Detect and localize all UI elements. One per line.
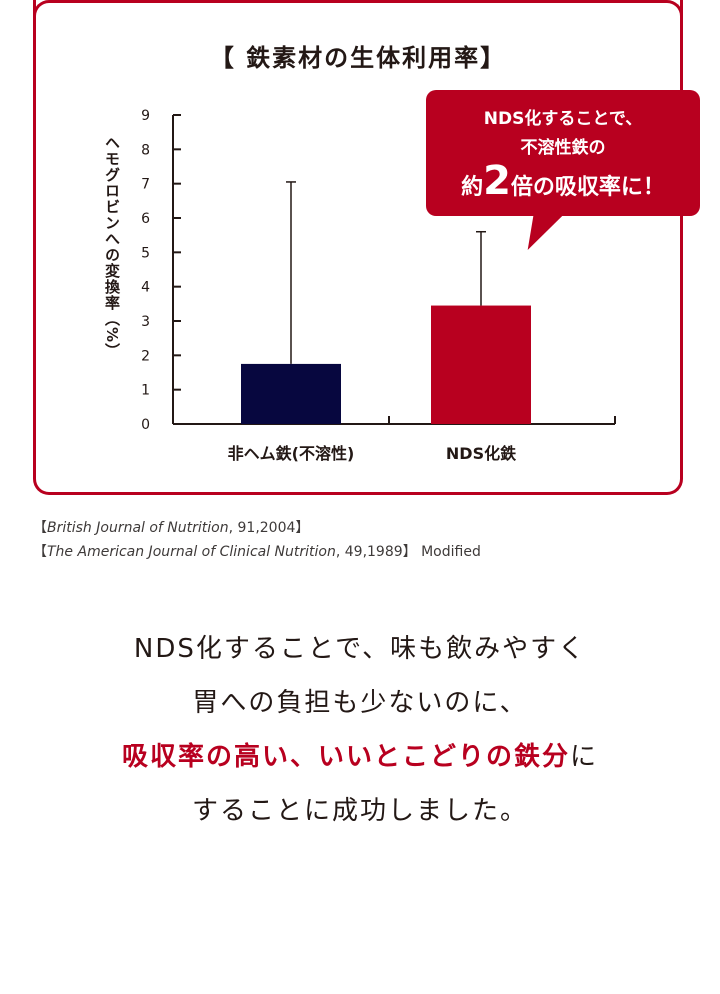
y-tick-label: 9	[141, 108, 150, 124]
y-tick-label: 8	[141, 142, 150, 158]
bar-chart: 0 1 2 3 4 5 6 7 8 9 非ヘム鉄(不溶性) NDS化鉄	[141, 108, 616, 463]
body-line3-post: に	[570, 742, 599, 772]
body-line4: することに成功しました。	[191, 796, 528, 826]
body-line2: 胃への負担も少ないのに、	[192, 688, 528, 718]
callout-big-number: 2	[483, 158, 511, 204]
body-highlight: 吸収率の高い、いいとこどりの鉄分	[121, 742, 570, 772]
callout-line1: NDS化することで、	[483, 109, 643, 129]
callout-line2: 不溶性鉄の	[520, 138, 606, 158]
y-tick-label: 5	[141, 245, 150, 261]
bar	[241, 363, 341, 424]
source-2-rest: , 49,1989】 Modified	[335, 544, 481, 560]
source-2-open: 【	[33, 544, 47, 560]
source-1: 【British Journal of Nutrition, 91,2004】	[33, 516, 481, 540]
y-tick-label: 1	[141, 383, 150, 399]
source-2-journal: The American Journal of Clinical Nutriti…	[47, 544, 336, 560]
callout-prefix: 約	[461, 175, 484, 200]
source-1-open: 【	[33, 520, 47, 536]
chart-title: 【 鉄素材の生体利用率】	[209, 44, 507, 72]
category-label: NDS化鉄	[446, 444, 516, 463]
callout-suffix: 倍の吸収率に！	[510, 175, 665, 200]
source-1-journal: British Journal of Nutrition	[47, 520, 229, 536]
bar	[431, 305, 531, 424]
y-axis-label: ヘモグロビンへの変換率（%）	[103, 135, 121, 360]
body-text: NDS化することで、味も飲みやすく 胃への負担も少ないのに、 吸収率の高い、いい…	[0, 622, 720, 838]
y-tick-label: 0	[141, 417, 150, 433]
source-1-rest: , 91,2004】	[228, 520, 310, 536]
source-2: 【The American Journal of Clinical Nutrit…	[33, 540, 481, 564]
sources: 【British Journal of Nutrition, 91,2004】 …	[33, 516, 481, 564]
body-line3: 吸収率の高い、いいとこどりの鉄分に	[0, 730, 720, 784]
category-label: 非ヘム鉄(不溶性)	[228, 444, 355, 463]
callout-bubble: NDS化することで、 不溶性鉄の 約2倍の吸収率に！	[426, 90, 700, 216]
y-tick-label: 7	[141, 177, 150, 193]
callout-line3: 約2倍の吸収率に！	[426, 158, 700, 204]
y-tick-label: 6	[141, 211, 150, 227]
y-tick-label: 2	[141, 348, 150, 364]
y-tick-label: 4	[141, 280, 150, 296]
y-tick-label: 3	[141, 314, 150, 330]
body-line1: NDS化することで、味も飲みやすく	[133, 634, 587, 664]
chart-card	[33, 0, 683, 495]
